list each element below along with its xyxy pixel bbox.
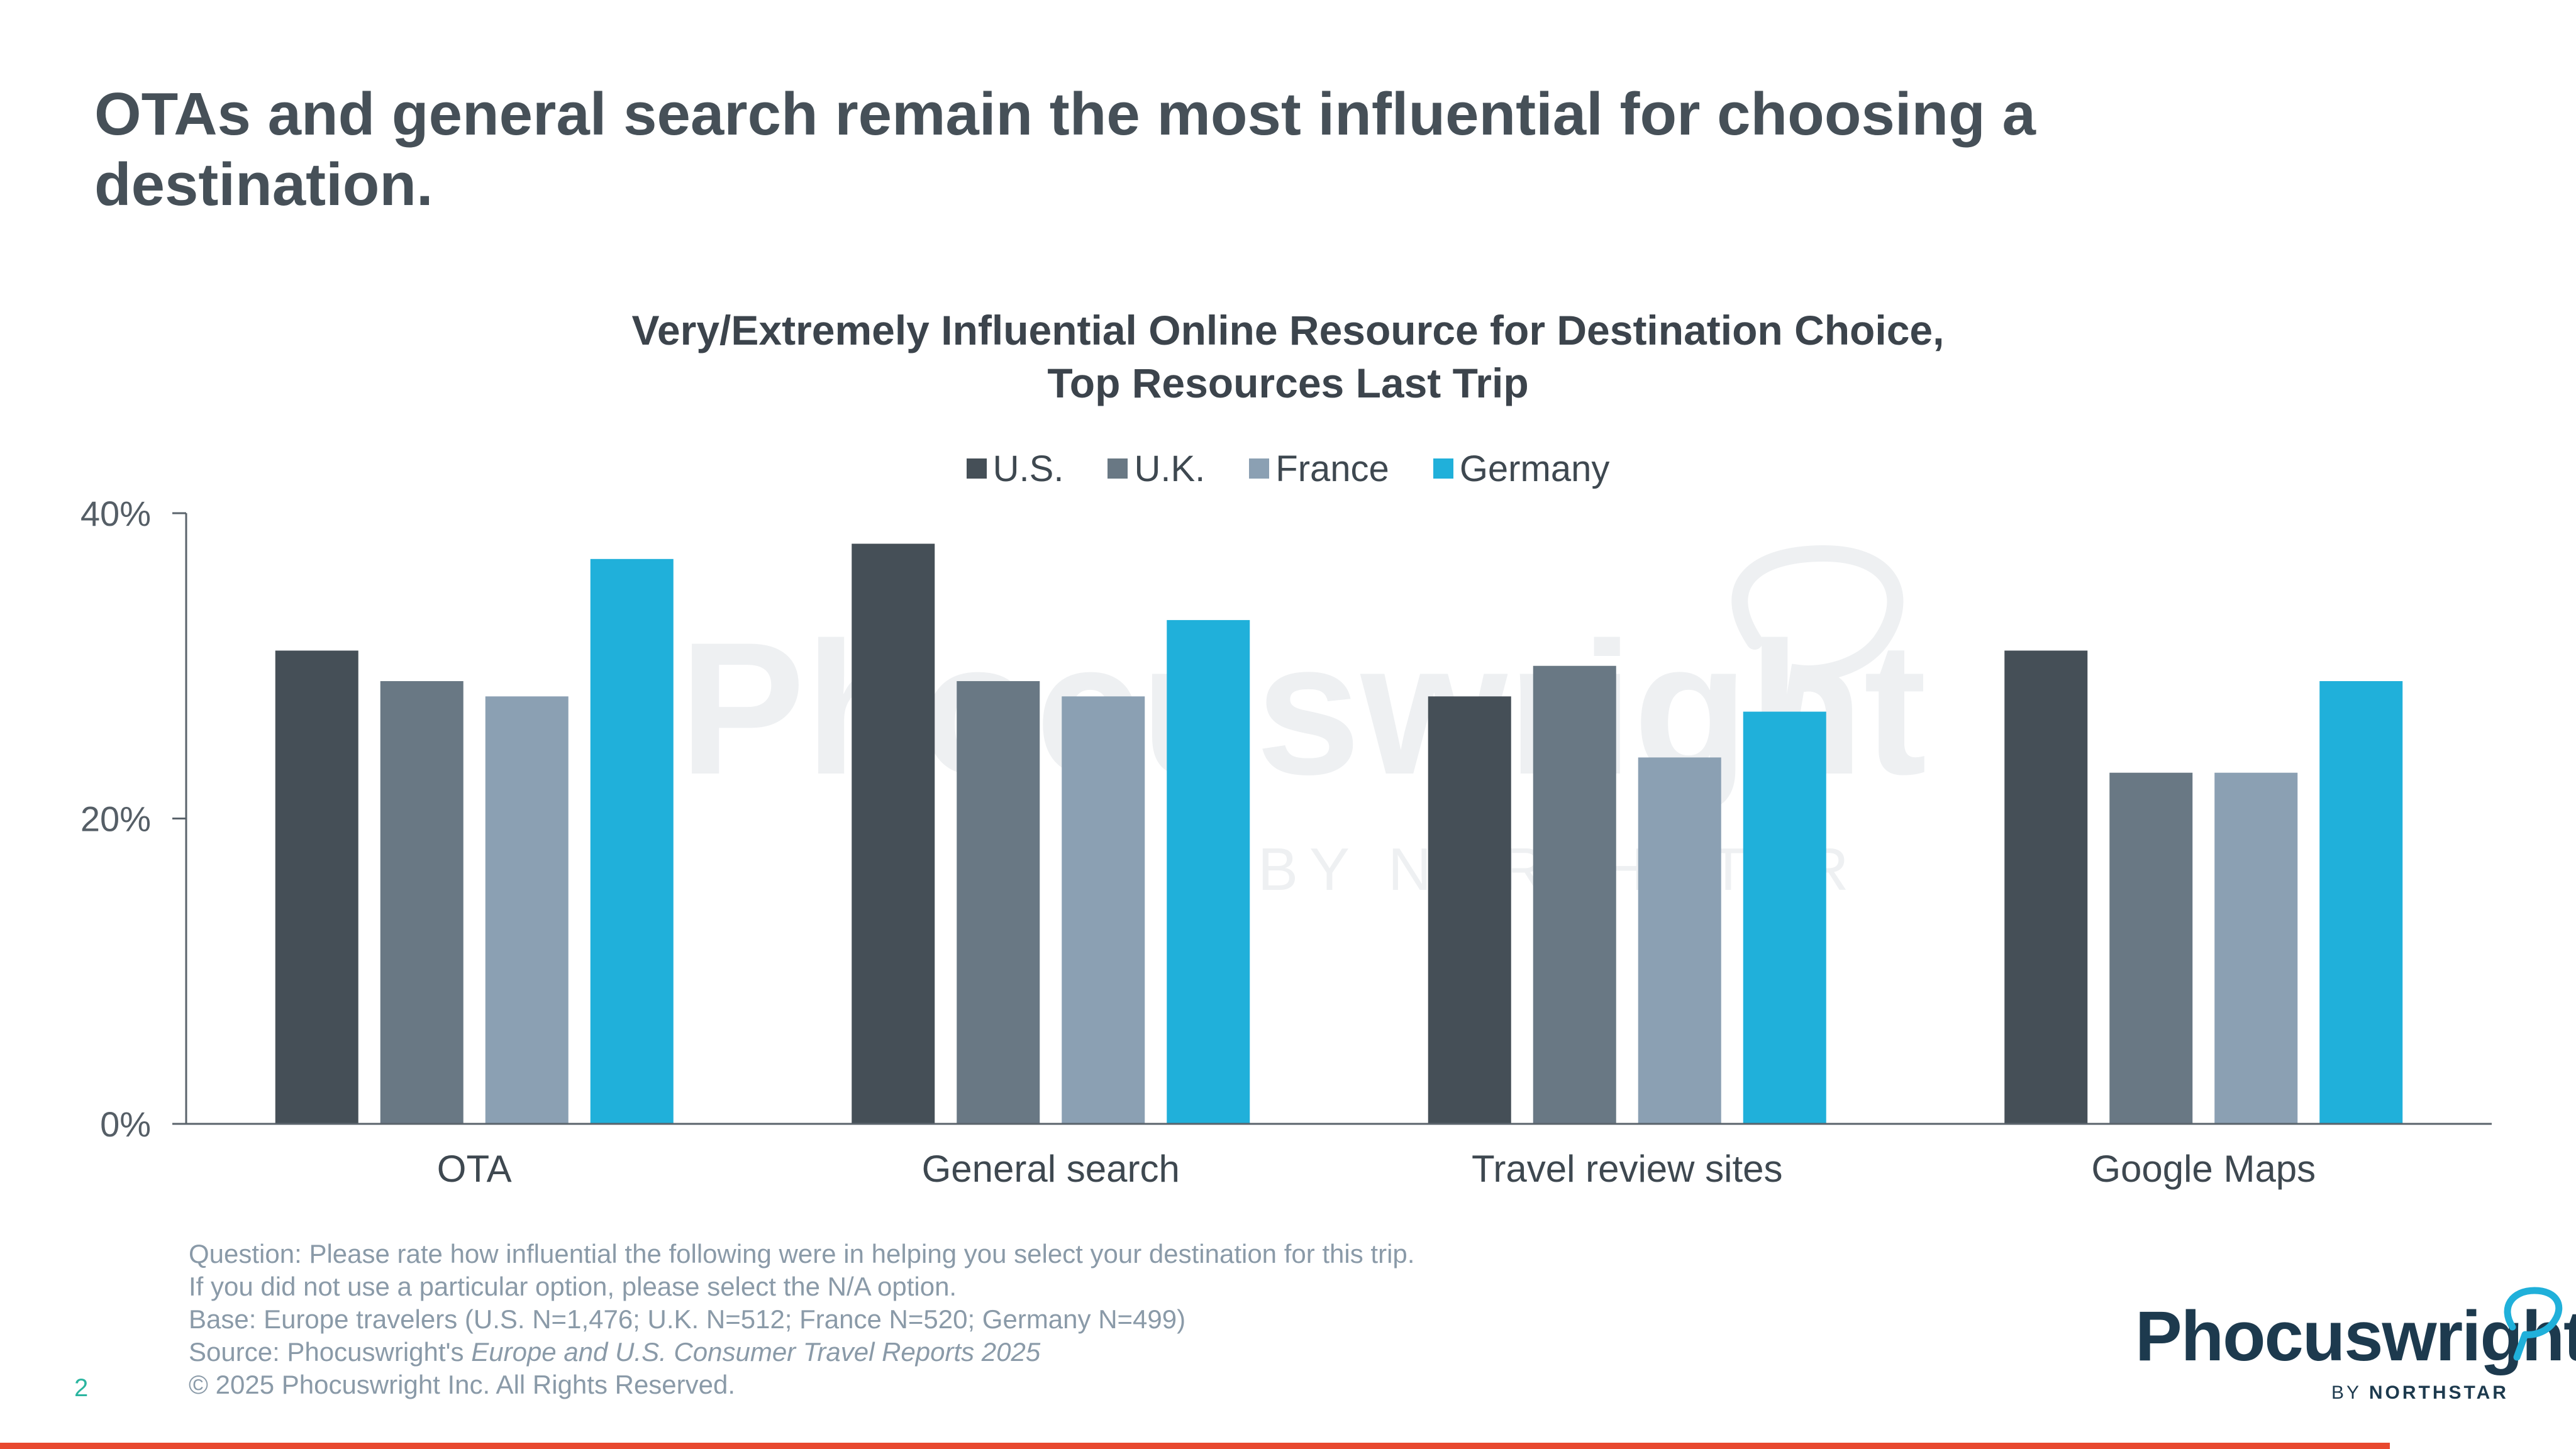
- page-number: 2: [74, 1374, 89, 1402]
- bar-us-travel-review-sites: [1428, 696, 1511, 1124]
- x-category-label: Travel review sites: [1472, 1148, 1783, 1190]
- bar-germany-travel-review-sites: [1743, 711, 1826, 1124]
- legend-label-us: U.S.: [992, 448, 1064, 489]
- legend-item-uk: U.K.: [1108, 448, 1205, 490]
- legend-item-france: France: [1249, 448, 1389, 490]
- footnote-question-line1: Question: Please rate how influential th…: [189, 1239, 1415, 1269]
- slide-title-line1: OTAs and general search remain the most …: [94, 80, 2036, 148]
- chart-title-line1: Very/Extremely Influential Online Resour…: [631, 307, 1945, 353]
- phocuswright-logo: Phocuswright BY NORTHSTAR: [2135, 1287, 2576, 1409]
- footnotes: Question: Please rate how influential th…: [189, 1238, 1887, 1401]
- logo-company: NORTHSTAR: [2368, 1382, 2509, 1403]
- slide-title: OTAs and general search remain the most …: [94, 79, 2296, 220]
- bar-germany-general-search: [1167, 619, 1250, 1124]
- chart-title-line2: Top Resources Last Trip: [1047, 360, 1529, 406]
- footnote-question-line2: If you did not use a particular option, …: [189, 1272, 957, 1301]
- x-category-label: General search: [922, 1148, 1180, 1190]
- bar-france-travel-review-sites: [1638, 757, 1721, 1124]
- footnote-source: Source: Phocuswright's Europe and U.S. C…: [189, 1336, 1887, 1368]
- bar-uk-ota: [380, 681, 464, 1124]
- bar-germany-google-maps: [2319, 681, 2403, 1124]
- bar-germany-ota: [590, 558, 674, 1124]
- legend-item-germany: Germany: [1433, 448, 1610, 490]
- legend-item-us: U.S.: [966, 448, 1064, 490]
- slide-title-line2: destination.: [94, 151, 433, 218]
- legend-label-germany: Germany: [1459, 448, 1610, 489]
- footnote-source-title: Europe and U.S. Consumer Travel Reports …: [471, 1337, 1041, 1367]
- bar-uk-general-search: [957, 681, 1040, 1124]
- bar-france-google-maps: [2214, 772, 2298, 1124]
- watermark-bubble-icon: [1731, 545, 1904, 719]
- legend-label-france: France: [1275, 448, 1389, 489]
- x-category-label: Google Maps: [2091, 1148, 2316, 1190]
- logo-byline: BY NORTHSTAR: [2331, 1382, 2509, 1404]
- y-tick-label: 40%: [80, 494, 151, 533]
- legend-swatch-germany: [1433, 458, 1453, 479]
- y-tick-label: 0%: [100, 1104, 151, 1144]
- y-axis: 0% 20% 40%: [80, 494, 187, 1144]
- bar-us-general-search: [852, 543, 935, 1124]
- chart-legend: U.S. U.K. France Germany: [0, 443, 2576, 494]
- bars: [275, 543, 2403, 1124]
- x-category-label: OTA: [437, 1148, 512, 1190]
- x-axis: OTA General search Travel review sites Goog…: [186, 1123, 2492, 1190]
- footnote-source-prefix: Source: Phocuswright's: [189, 1337, 472, 1367]
- bar-uk-google-maps: [2109, 772, 2193, 1124]
- logo-wordmark: Phocuswright: [2135, 1297, 2576, 1375]
- bar-france-general-search: [1062, 696, 1145, 1124]
- bar-uk-travel-review-sites: [1533, 665, 1616, 1124]
- bottom-accent-bar: [0, 1443, 2390, 1449]
- legend-swatch-us: [966, 458, 987, 479]
- logo-by: BY: [2331, 1382, 2362, 1403]
- legend-swatch-france: [1249, 458, 1270, 479]
- legend-label-uk: U.K.: [1134, 448, 1206, 489]
- legend-swatch-uk: [1108, 458, 1128, 479]
- bar-us-google-maps: [2004, 650, 2088, 1124]
- footnote-base: Base: Europe travelers (U.S. N=1,476; U.…: [189, 1304, 1186, 1334]
- bar-france-ota: [485, 696, 569, 1124]
- logo-speech-bubble-icon: [2504, 1287, 2563, 1361]
- footnote-copyright: © 2025 Phocuswright Inc. All Rights Rese…: [189, 1370, 736, 1399]
- y-tick-label: 20%: [80, 799, 151, 839]
- bar-us-ota: [275, 650, 358, 1124]
